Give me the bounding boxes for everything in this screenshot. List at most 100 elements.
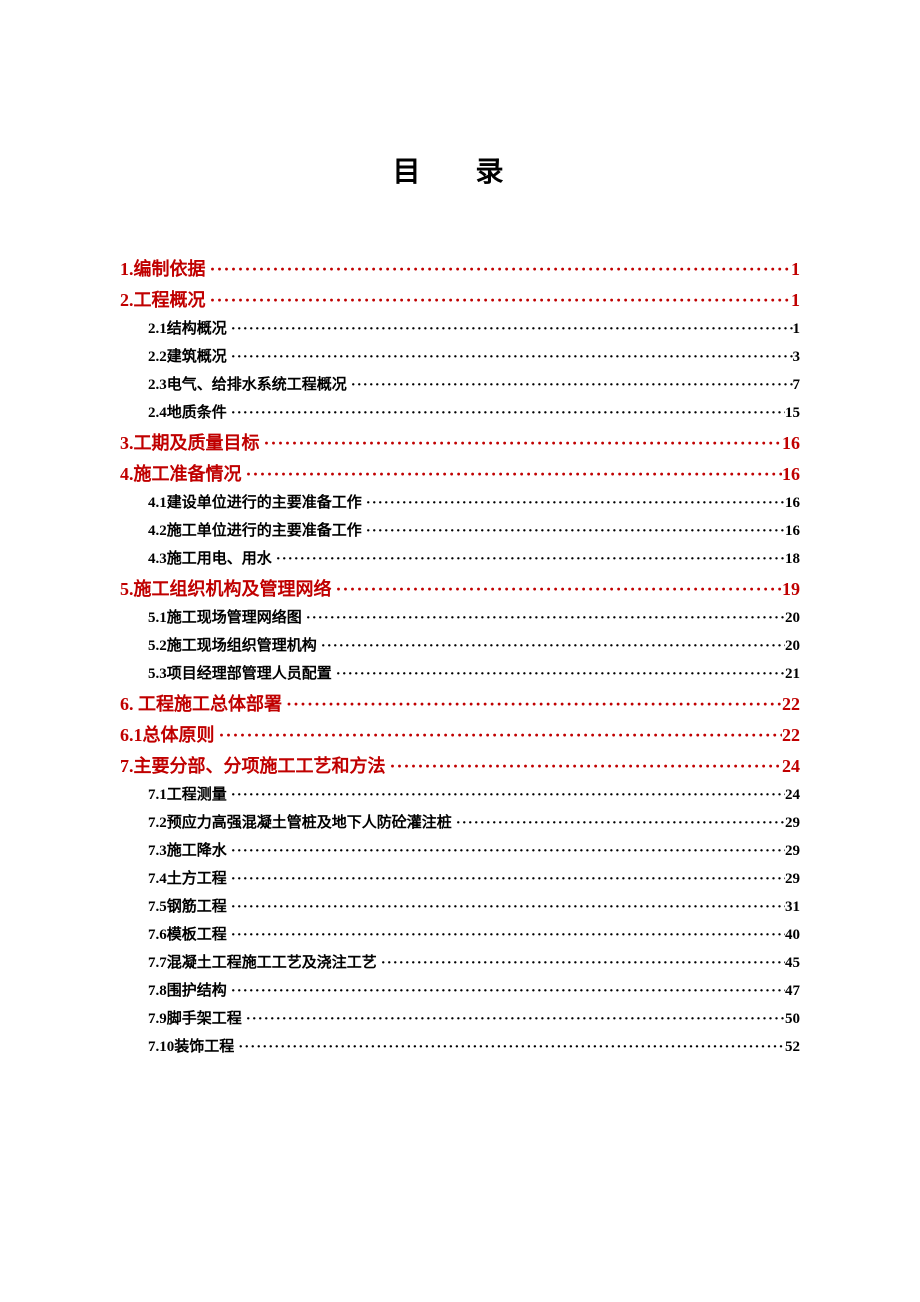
toc-entry: 4.3施工用电、用水 18: [148, 552, 800, 567]
toc-leader-dots: [306, 611, 785, 626]
toc-entry-label: 7.1工程测量: [148, 788, 227, 803]
toc-entry-page: 3: [793, 350, 801, 365]
toc-leader-dots: [231, 788, 785, 803]
toc-entry-label: 4.1建设单位进行的主要准备工作: [148, 496, 362, 511]
toc-leader-dots: [231, 844, 785, 859]
toc-entry-page: 22: [782, 726, 800, 744]
toc-entry-label: 7.6模板工程: [148, 928, 227, 943]
toc-entry-page: 19: [782, 580, 800, 598]
toc-leader-dots: [366, 496, 785, 511]
toc-leader-dots: [238, 1040, 785, 1055]
toc-entry-label: 4.3施工用电、用水: [148, 552, 272, 567]
toc-entry-page: 16: [785, 496, 800, 511]
toc-leader-dots: [231, 406, 785, 421]
toc-entry-label: 2.4地质条件: [148, 406, 227, 421]
toc-entry-label: 7.9脚手架工程: [148, 1012, 242, 1027]
toc-leader-dots: [231, 350, 793, 365]
toc-entry-page: 16: [782, 434, 800, 452]
toc-entry-label: 7.2预应力高强混凝土管桩及地下人防砼灌注桩: [148, 816, 452, 831]
toc-leader-dots: [366, 524, 785, 539]
page-title: 目 录: [120, 150, 800, 190]
toc-entry-page: 1: [791, 260, 800, 278]
toc-entry-page: 52: [785, 1040, 800, 1055]
toc-leader-dots: [219, 726, 783, 744]
toc-entry-page: 29: [785, 816, 800, 831]
toc-entry: 7.5钢筋工程31: [148, 900, 800, 915]
toc-entry-page: 45: [785, 956, 800, 971]
toc-entry: 1.编制依据1: [120, 260, 800, 278]
toc-leader-dots: [381, 956, 785, 971]
toc-entry-label: 2.2建筑概况: [148, 350, 227, 365]
toc-entry-page: 29: [785, 872, 800, 887]
toc-entry-label: 7.10装饰工程: [148, 1040, 234, 1055]
toc-entry: 6. 工程施工总体部署 22: [120, 695, 800, 713]
toc-entry: 7.9脚手架工程 50: [148, 1012, 800, 1027]
toc-entry-label: 7.3施工降水: [148, 844, 227, 859]
toc-entry: 5.2施工现场组织管理机构 20: [148, 639, 800, 654]
toc-entry-label: 5.施工组织机构及管理网络: [120, 580, 332, 598]
toc-leader-dots: [456, 816, 785, 831]
toc-entry: 4.2施工单位进行的主要准备工作 16: [148, 524, 800, 539]
toc-entry-page: 15: [785, 406, 800, 421]
toc-entry-page: 20: [785, 639, 800, 654]
toc-list: 1.编制依据12.工程概况12.1结构概况12.2建筑概况32.3电气、给排水系…: [120, 260, 800, 1055]
toc-leader-dots: [246, 1012, 785, 1027]
toc-entry-page: 24: [785, 788, 800, 803]
toc-entry-label: 5.2施工现场组织管理机构: [148, 639, 317, 654]
toc-leader-dots: [231, 872, 785, 887]
toc-entry-page: 47: [785, 984, 800, 999]
toc-leader-dots: [231, 928, 785, 943]
toc-entry-page: 21: [785, 667, 800, 682]
toc-entry-label: 2.工程概况: [120, 291, 206, 309]
toc-entry-label: 4.2施工单位进行的主要准备工作: [148, 524, 362, 539]
toc-entry: 2.3电气、给排水系统工程概况7: [148, 378, 800, 393]
toc-leader-dots: [336, 667, 785, 682]
toc-entry-page: 50: [785, 1012, 800, 1027]
toc-entry-label: 4.施工准备情况: [120, 465, 242, 483]
toc-entry-label: 7.7混凝土工程施工工艺及浇注工艺: [148, 956, 377, 971]
toc-leader-dots: [231, 322, 793, 337]
toc-entry: 5.1施工现场管理网络图20: [148, 611, 800, 626]
toc-entry: 7.2预应力高强混凝土管桩及地下人防砼灌注桩 29: [148, 816, 800, 831]
toc-entry-page: 20: [785, 611, 800, 626]
toc-leader-dots: [276, 552, 785, 567]
toc-leader-dots: [210, 260, 792, 278]
toc-entry: 6.1总体原则 22: [120, 726, 800, 744]
toc-entry-label: 6.1总体原则: [120, 726, 215, 744]
toc-entry-page: 24: [782, 757, 800, 775]
toc-entry: 7.6模板工程40: [148, 928, 800, 943]
toc-entry: 2.1结构概况1: [148, 322, 800, 337]
toc-entry: 7.8围护结构 47: [148, 984, 800, 999]
toc-leader-dots: [246, 465, 783, 483]
toc-entry-page: 31: [785, 900, 800, 915]
toc-entry: 7.1工程测量 24: [148, 788, 800, 803]
toc-entry: 4.施工准备情况 16: [120, 465, 800, 483]
toc-entry-page: 22: [782, 695, 800, 713]
toc-entry-page: 29: [785, 844, 800, 859]
toc-leader-dots: [390, 757, 783, 775]
toc-entry: 7.4土方工程 29: [148, 872, 800, 887]
toc-entry-label: 6. 工程施工总体部署: [120, 695, 282, 713]
toc-leader-dots: [231, 900, 785, 915]
toc-leader-dots: [231, 984, 785, 999]
toc-entry-label: 5.3项目经理部管理人员配置: [148, 667, 332, 682]
toc-entry-label: 7.4土方工程: [148, 872, 227, 887]
toc-entry: 7.7混凝土工程施工工艺及浇注工艺 45: [148, 956, 800, 971]
toc-leader-dots: [286, 695, 782, 713]
toc-entry: 4.1建设单位进行的主要准备工作 16: [148, 496, 800, 511]
toc-entry-page: 16: [785, 524, 800, 539]
toc-entry: 7.3施工降水 29: [148, 844, 800, 859]
toc-entry: 3.工期及质量目标16: [120, 434, 800, 452]
toc-entry-label: 7.主要分部、分项施工工艺和方法: [120, 757, 386, 775]
toc-entry-page: 18: [785, 552, 800, 567]
toc-entry: 7.10装饰工程 52: [148, 1040, 800, 1055]
toc-leader-dots: [264, 434, 783, 452]
toc-entry: 2.4地质条件 15: [148, 406, 800, 421]
toc-leader-dots: [336, 580, 783, 598]
toc-entry-page: 16: [782, 465, 800, 483]
toc-entry-page: 7: [793, 378, 801, 393]
toc-entry: 7.主要分部、分项施工工艺和方法 24: [120, 757, 800, 775]
toc-entry-label: 7.8围护结构: [148, 984, 227, 999]
toc-leader-dots: [210, 291, 792, 309]
toc-entry-page: 1: [793, 322, 801, 337]
